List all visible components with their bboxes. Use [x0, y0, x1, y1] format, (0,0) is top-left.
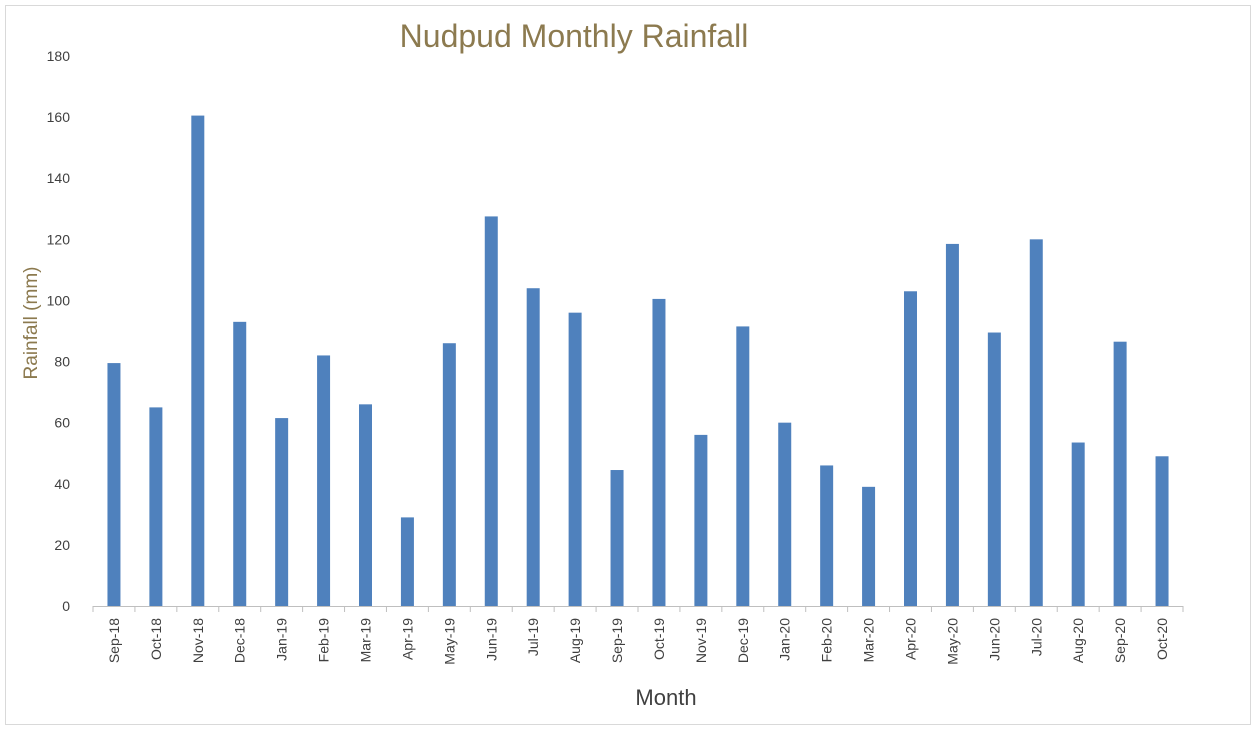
y-tick-label: 160	[47, 109, 71, 125]
y-tick-label: 0	[62, 598, 70, 614]
x-tick-label: May-19	[441, 618, 457, 665]
y-tick-label: 80	[54, 354, 70, 370]
x-tick-label: Sep-18	[106, 618, 122, 663]
x-tick-label: Nov-19	[693, 618, 709, 663]
bar-jun-20	[987, 332, 1001, 606]
x-axis-title: Month	[635, 685, 696, 710]
bar-apr-19	[400, 517, 414, 606]
x-tick-label: Dec-18	[232, 618, 248, 663]
x-tick-label: Jul-20	[1028, 618, 1044, 656]
y-tick-label: 20	[54, 537, 70, 553]
x-tick-label: Dec-19	[735, 618, 751, 663]
chart-title: Nudpud Monthly Rainfall	[400, 18, 749, 54]
x-tick-label: May-20	[944, 618, 960, 665]
bar-aug-20	[1071, 442, 1085, 606]
bar-nov-18	[191, 115, 205, 606]
x-axis-ticks: Sep-18 Oct-18 Nov-18 Dec-18 Jan-19 Feb-19 Mar-…	[92, 606, 1184, 665]
y-axis-title: Rainfall (mm)	[21, 267, 42, 380]
x-tick-label: Feb-19	[316, 618, 332, 663]
bar-may-19	[442, 343, 456, 606]
x-tick-label: Feb-20	[819, 618, 835, 663]
x-tick-label: Mar-20	[861, 618, 877, 663]
bar-mar-19	[359, 404, 372, 606]
bar-sep-18	[107, 363, 121, 606]
chart-frame	[5, 5, 1251, 725]
x-tick-label: Aug-19	[567, 618, 583, 663]
y-tick-label: 180	[47, 48, 71, 64]
bar-mar-20	[862, 486, 876, 606]
bar-dec-19	[736, 326, 750, 606]
y-tick-label: 100	[47, 292, 71, 308]
bar-feb-19	[317, 355, 331, 606]
x-tick-label: Jan-20	[777, 618, 793, 661]
y-axis-ticks: 0 20 40 60 80 100 120 140 160 180	[47, 48, 71, 614]
bar-dec-18	[233, 321, 247, 606]
bar-oct-20	[1155, 456, 1169, 606]
bar-aug-19	[568, 312, 582, 606]
x-tick-label: Jan-19	[274, 618, 290, 661]
x-tick-label: Apr-20	[903, 618, 919, 660]
y-tick-label: 40	[54, 476, 70, 492]
bar-feb-20	[820, 465, 834, 606]
bar-may-20	[945, 243, 959, 606]
bar-sep-19	[610, 470, 624, 606]
x-tick-label: Aug-20	[1070, 618, 1086, 663]
y-tick-label: 60	[54, 415, 70, 431]
y-tick-label: 140	[47, 170, 71, 186]
bar-jul-20	[1029, 239, 1043, 607]
x-tick-label: Oct-18	[148, 618, 164, 660]
bar-jan-20	[778, 422, 792, 606]
x-tick-label: Oct-20	[1154, 618, 1170, 660]
bar-jul-19	[526, 288, 540, 606]
bar-series	[107, 115, 1169, 607]
bar-nov-19	[694, 434, 708, 606]
x-tick-label: Jun-20	[986, 618, 1002, 661]
x-tick-label: Sep-19	[609, 618, 625, 663]
bar-jun-19	[484, 216, 498, 606]
bar-oct-18	[149, 407, 163, 606]
x-tick-label: Jun-19	[483, 618, 499, 661]
y-tick-label: 120	[47, 231, 71, 247]
bar-apr-20	[904, 291, 917, 606]
x-tick-label: Sep-20	[1112, 618, 1128, 663]
x-tick-label: Oct-19	[651, 618, 667, 660]
x-tick-label: Nov-18	[190, 618, 206, 663]
x-tick-label: Apr-19	[399, 618, 415, 660]
bar-oct-19	[652, 298, 666, 606]
bar-jan-19	[275, 418, 289, 606]
x-tick-label: Jul-19	[525, 618, 541, 656]
bar-sep-20	[1113, 341, 1127, 606]
x-tick-label: Mar-19	[358, 618, 374, 663]
